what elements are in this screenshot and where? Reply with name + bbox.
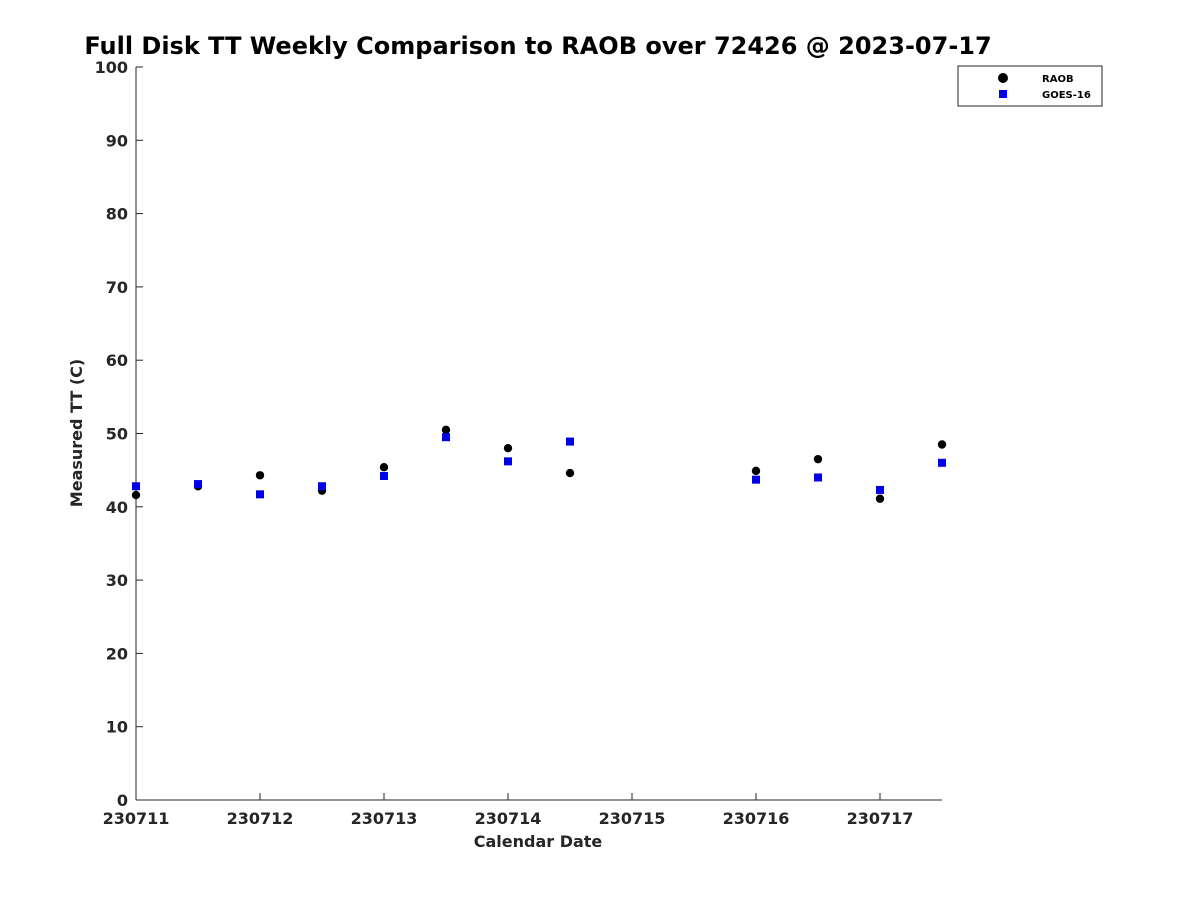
y-tick-label: 100 [95,58,128,77]
legend: RAOB GOES-16 [957,65,1103,107]
data-point [503,443,513,453]
series-goes-16 [132,433,946,499]
x-tick-label: 230716 [723,809,790,828]
axes [135,67,942,801]
chart-title: Full Disk TT Weekly Comparison to RAOB o… [84,32,991,60]
y-tick-label: 10 [106,718,128,737]
x-tick-label: 230717 [847,809,914,828]
data-point [442,433,450,442]
data-point [565,468,575,478]
data-points [131,425,947,503]
data-point [441,425,451,435]
legend-box [957,65,1103,107]
y-tick-label: 90 [106,131,128,150]
y-tick-label: 30 [106,571,128,590]
x-axis-label: Calendar Date [474,832,603,851]
legend-marker [998,73,1008,83]
data-point [938,458,946,467]
y-tick-label: 60 [106,351,128,370]
x-tick-label: 230714 [475,809,542,828]
y-tick-label: 40 [106,498,128,517]
data-point [875,494,885,503]
x-axis-ticks: 230711 230712 230713 230714 230715 230716 2307… [103,793,914,828]
x-tick-label: 230711 [103,809,170,828]
y-tick-label: 20 [106,644,128,663]
y-tick-label: 50 [106,425,128,444]
data-point [937,440,947,449]
data-point [132,482,140,491]
x-tick-label: 230715 [599,809,666,828]
x-tick-label: 230713 [351,809,418,828]
data-point [256,490,264,499]
data-point [813,454,823,464]
data-point [566,437,574,446]
y-tick-label: 70 [106,278,128,297]
data-point [752,475,760,484]
data-point [318,482,326,491]
data-point [380,472,388,481]
series-raob [131,425,947,503]
data-point [194,480,202,489]
y-tick-label: 0 [117,791,128,810]
data-point [876,485,884,494]
y-axis-label: Measured TT (C) [67,359,86,507]
y-axis-ticks: 0 10 20 30 40 50 60 70 80 90 100 [95,58,143,810]
data-point [131,490,141,500]
legend-marker [999,90,1007,98]
legend-items: RAOB GOES-16 [998,73,1091,101]
y-tick-label: 80 [106,205,128,224]
data-point [255,471,265,480]
legend-label: RAOB [1042,74,1074,85]
x-tick-label: 230712 [227,809,294,828]
data-point [814,473,822,482]
data-point [504,457,512,466]
data-point [751,466,761,476]
data-point [379,463,389,472]
legend-label: GOES-16 [1042,90,1091,101]
